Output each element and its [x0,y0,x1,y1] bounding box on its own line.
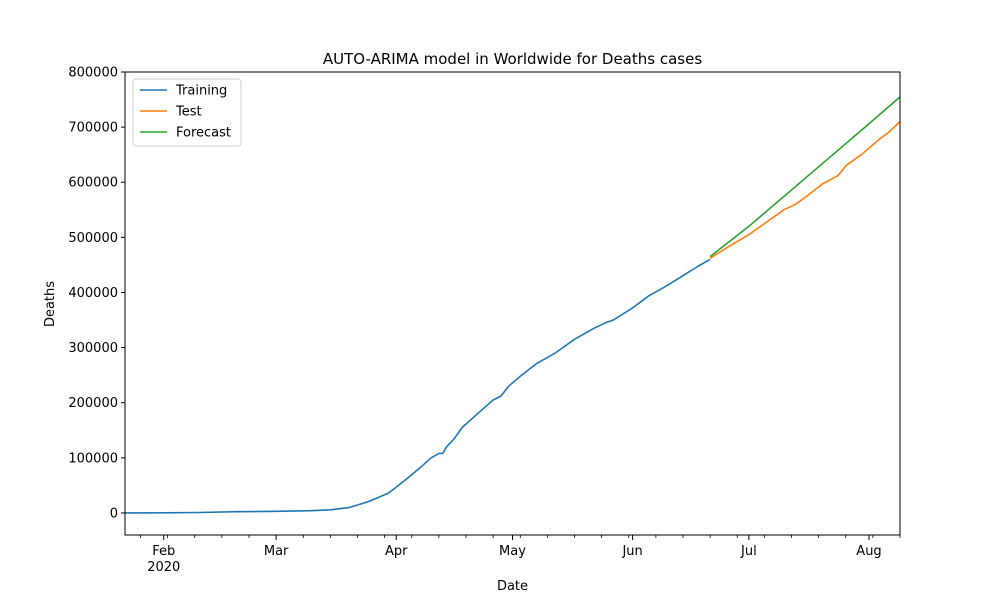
x-tick-label: May [499,544,526,559]
x-axis-label: Date [497,579,528,594]
plot-area: 0 100000 200000 300000 400000 500000 600000 700… [68,66,901,575]
x-tick-label: Apr [385,544,408,559]
series-line-forecast [709,95,900,258]
y-tick-label: 100000 [68,451,118,466]
y-tick-label: 300000 [68,341,118,356]
y-tick-label: 400000 [68,286,118,301]
legend-label-training: Training [175,84,227,99]
x-tick-label: Jun [621,544,642,559]
legend-label-test: Test [175,105,202,120]
x-tick-label: Feb [152,544,175,559]
y-tick-label: 700000 [68,121,118,136]
x-tick-label: Jul [740,544,757,559]
y-tick-label: 200000 [68,396,118,411]
y-tick-label: 500000 [68,231,118,246]
y-tick-label: 800000 [68,66,118,81]
y-tick-label: 0 [110,506,118,521]
y-axis-label: Deaths [43,281,58,327]
x-tick-label: Mar [264,544,289,559]
chart-title: AUTO-ARIMA model in Worldwide for Deaths… [323,50,702,68]
series-line-test [709,120,900,259]
legend-box [132,78,242,147]
x-tick-sublabel: 2020 [147,560,180,575]
series-line-training [125,258,711,514]
legend-label-forecast: Forecast [176,126,231,141]
x-tick-label: Aug [856,544,881,559]
y-tick-label: 600000 [68,176,118,191]
